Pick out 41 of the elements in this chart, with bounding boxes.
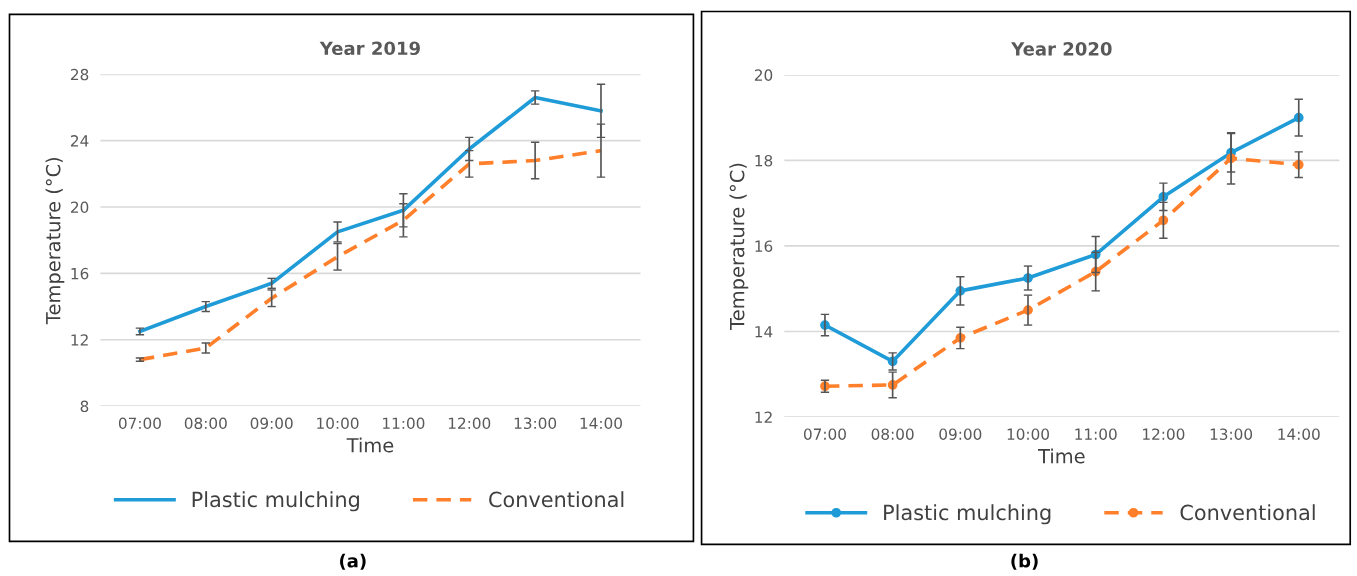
legend-label: Conventional: [1180, 504, 1315, 521]
x-tick-label: 11:00: [383, 417, 425, 430]
x-tick-label: 07:00: [118, 417, 161, 430]
x-tick-label: 11:00: [1075, 428, 1117, 440]
x-tick-label: 07:00: [803, 428, 846, 440]
y-tick-label: 28: [70, 68, 89, 81]
x-tick-label: 12:00: [1143, 428, 1185, 440]
x-tick-label: 10:00: [1007, 428, 1050, 440]
x-axis-title: Time: [346, 437, 394, 453]
y-tick-label: 20: [70, 201, 89, 214]
x-tick-label: 08:00: [184, 417, 227, 430]
x-tick-label: 13:00: [1210, 428, 1253, 440]
y-tick-label: 18: [755, 154, 773, 167]
x-tick-label: 10:00: [317, 417, 359, 430]
y-tick-label: 12: [71, 334, 88, 346]
text: (b): [1011, 553, 1038, 570]
x-tick-label: 14:00: [580, 417, 622, 430]
y-axis-title: Temperature (°C): [729, 163, 749, 330]
y-tick-label: 14: [755, 326, 773, 338]
chart-title: Year 2020: [1011, 42, 1112, 56]
y-tick-label: 12: [755, 411, 772, 423]
y-tick-label: 16: [71, 267, 89, 280]
y-tick-label: 16: [755, 240, 773, 252]
x-tick-label: 14:00: [1278, 428, 1320, 440]
y-tick-label: 24: [70, 135, 89, 147]
legend-label: Plastic mulching: [192, 491, 359, 512]
y-tick-label: 8: [80, 400, 89, 413]
x-tick-label: 12:00: [448, 417, 491, 430]
x-tick-label: 08:00: [871, 428, 914, 440]
x-tick-label: 09:00: [250, 417, 293, 430]
x-tick-label: 13:00: [514, 417, 557, 430]
y-axis-title: Temperature (°C): [45, 157, 65, 325]
line-series: [138, 95, 603, 334]
text: (a): [340, 553, 366, 570]
x-tick-label: 09:00: [939, 428, 982, 440]
chart-title: Year 2019: [319, 41, 420, 56]
legend-label: Plastic mulching: [884, 504, 1051, 525]
x-axis-title: Time: [1038, 448, 1085, 464]
y-tick-label: 20: [754, 69, 773, 81]
legend-label: Conventional: [489, 491, 624, 508]
line-series: [138, 148, 603, 362]
